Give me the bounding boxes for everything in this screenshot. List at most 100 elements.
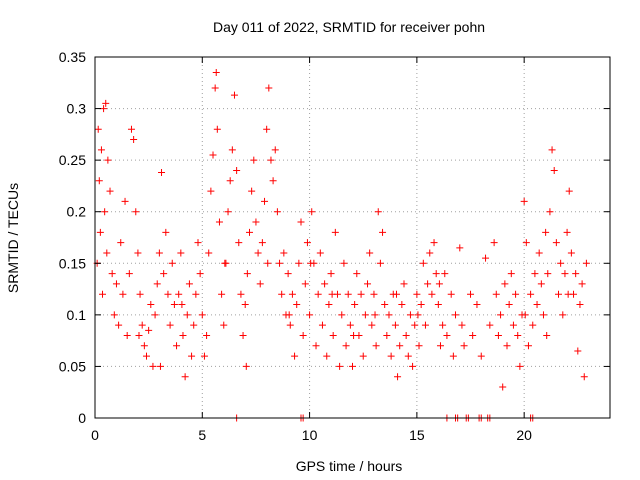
data-point bbox=[307, 259, 315, 267]
data-point bbox=[297, 218, 305, 226]
data-point bbox=[123, 331, 131, 339]
data-point bbox=[567, 249, 575, 257]
data-point bbox=[557, 259, 565, 267]
x-tick-label: 20 bbox=[516, 427, 532, 443]
data-point bbox=[522, 239, 530, 247]
data-point bbox=[456, 244, 464, 252]
chart-title: Day 011 of 2022, SRMTID for receiver poh… bbox=[213, 19, 485, 35]
data-point bbox=[121, 197, 129, 205]
data-point bbox=[527, 290, 535, 298]
x-tick-label: 15 bbox=[409, 427, 425, 443]
data-point bbox=[212, 68, 220, 76]
data-point bbox=[243, 270, 251, 278]
data-point bbox=[140, 342, 148, 350]
data-point bbox=[509, 321, 517, 329]
data-point bbox=[265, 84, 273, 92]
data-point bbox=[542, 228, 550, 236]
data-point bbox=[291, 352, 299, 360]
data-point bbox=[183, 311, 191, 319]
data-point bbox=[432, 270, 440, 278]
data-point bbox=[252, 218, 260, 226]
data-point bbox=[271, 146, 279, 154]
data-point bbox=[342, 342, 350, 350]
data-point bbox=[436, 342, 444, 350]
data-point bbox=[467, 290, 475, 298]
data-point bbox=[220, 321, 228, 329]
data-point bbox=[316, 249, 324, 257]
data-point bbox=[507, 270, 515, 278]
data-point bbox=[331, 228, 339, 236]
data-point bbox=[258, 239, 266, 247]
data-point bbox=[248, 187, 256, 195]
data-point bbox=[194, 239, 202, 247]
data-point bbox=[168, 259, 176, 267]
data-point bbox=[246, 228, 253, 236]
data-point bbox=[254, 249, 262, 257]
data-point bbox=[424, 280, 432, 288]
data-point bbox=[543, 331, 551, 339]
data-point bbox=[293, 301, 301, 309]
data-point bbox=[328, 290, 336, 298]
data-point bbox=[119, 290, 127, 298]
data-point bbox=[447, 290, 455, 298]
data-point bbox=[175, 290, 183, 298]
data-point bbox=[477, 352, 485, 360]
axis-ticks: 0 0.05 0.1 0.15 0.2 0.25 0.3 0.35 0 5 10 15 20 bbox=[59, 49, 610, 443]
data-point bbox=[104, 156, 112, 164]
data-point bbox=[383, 331, 391, 339]
data-point bbox=[439, 321, 447, 329]
data-point bbox=[349, 362, 356, 370]
data-point bbox=[108, 270, 116, 278]
data-point bbox=[550, 166, 558, 174]
data-point bbox=[351, 301, 359, 309]
data-point bbox=[158, 169, 166, 177]
data-point bbox=[143, 352, 150, 360]
data-point bbox=[430, 239, 438, 247]
data-point bbox=[160, 270, 168, 278]
data-point bbox=[192, 290, 200, 298]
data-point bbox=[228, 146, 236, 154]
data-point bbox=[415, 342, 423, 350]
data-point bbox=[185, 280, 193, 288]
data-point bbox=[338, 311, 346, 319]
data-point bbox=[312, 342, 320, 350]
data-point bbox=[350, 331, 358, 339]
data-point bbox=[117, 239, 125, 247]
data-point bbox=[372, 342, 380, 350]
data-point bbox=[321, 280, 329, 288]
data-point bbox=[101, 208, 109, 216]
data-point bbox=[132, 208, 140, 216]
data-point bbox=[190, 321, 198, 329]
data-point bbox=[145, 326, 153, 334]
data-point bbox=[546, 208, 554, 216]
data-point bbox=[308, 208, 316, 216]
data-point bbox=[200, 352, 208, 360]
x-tick-label: 10 bbox=[302, 427, 318, 443]
data-marks bbox=[93, 68, 590, 422]
data-point bbox=[520, 197, 528, 205]
data-point bbox=[533, 301, 541, 309]
data-point bbox=[306, 311, 314, 319]
data-point bbox=[473, 301, 481, 309]
data-point bbox=[392, 290, 400, 298]
data-point bbox=[580, 373, 588, 381]
data-point bbox=[188, 352, 196, 360]
data-point bbox=[404, 352, 412, 360]
data-point bbox=[576, 301, 584, 309]
data-point bbox=[443, 331, 451, 339]
data-point bbox=[226, 177, 234, 185]
data-point bbox=[327, 270, 335, 278]
x-tick-label: 5 bbox=[198, 427, 206, 443]
data-point bbox=[379, 228, 387, 236]
data-point bbox=[359, 352, 367, 360]
data-point bbox=[110, 311, 118, 319]
data-point bbox=[181, 373, 189, 381]
data-point bbox=[242, 362, 250, 370]
data-point bbox=[94, 125, 102, 133]
y-tick-label: 0.2 bbox=[67, 204, 87, 220]
data-point bbox=[366, 249, 374, 257]
data-point bbox=[96, 228, 104, 236]
data-point bbox=[371, 311, 379, 319]
data-point bbox=[561, 270, 569, 278]
data-point bbox=[449, 352, 457, 360]
